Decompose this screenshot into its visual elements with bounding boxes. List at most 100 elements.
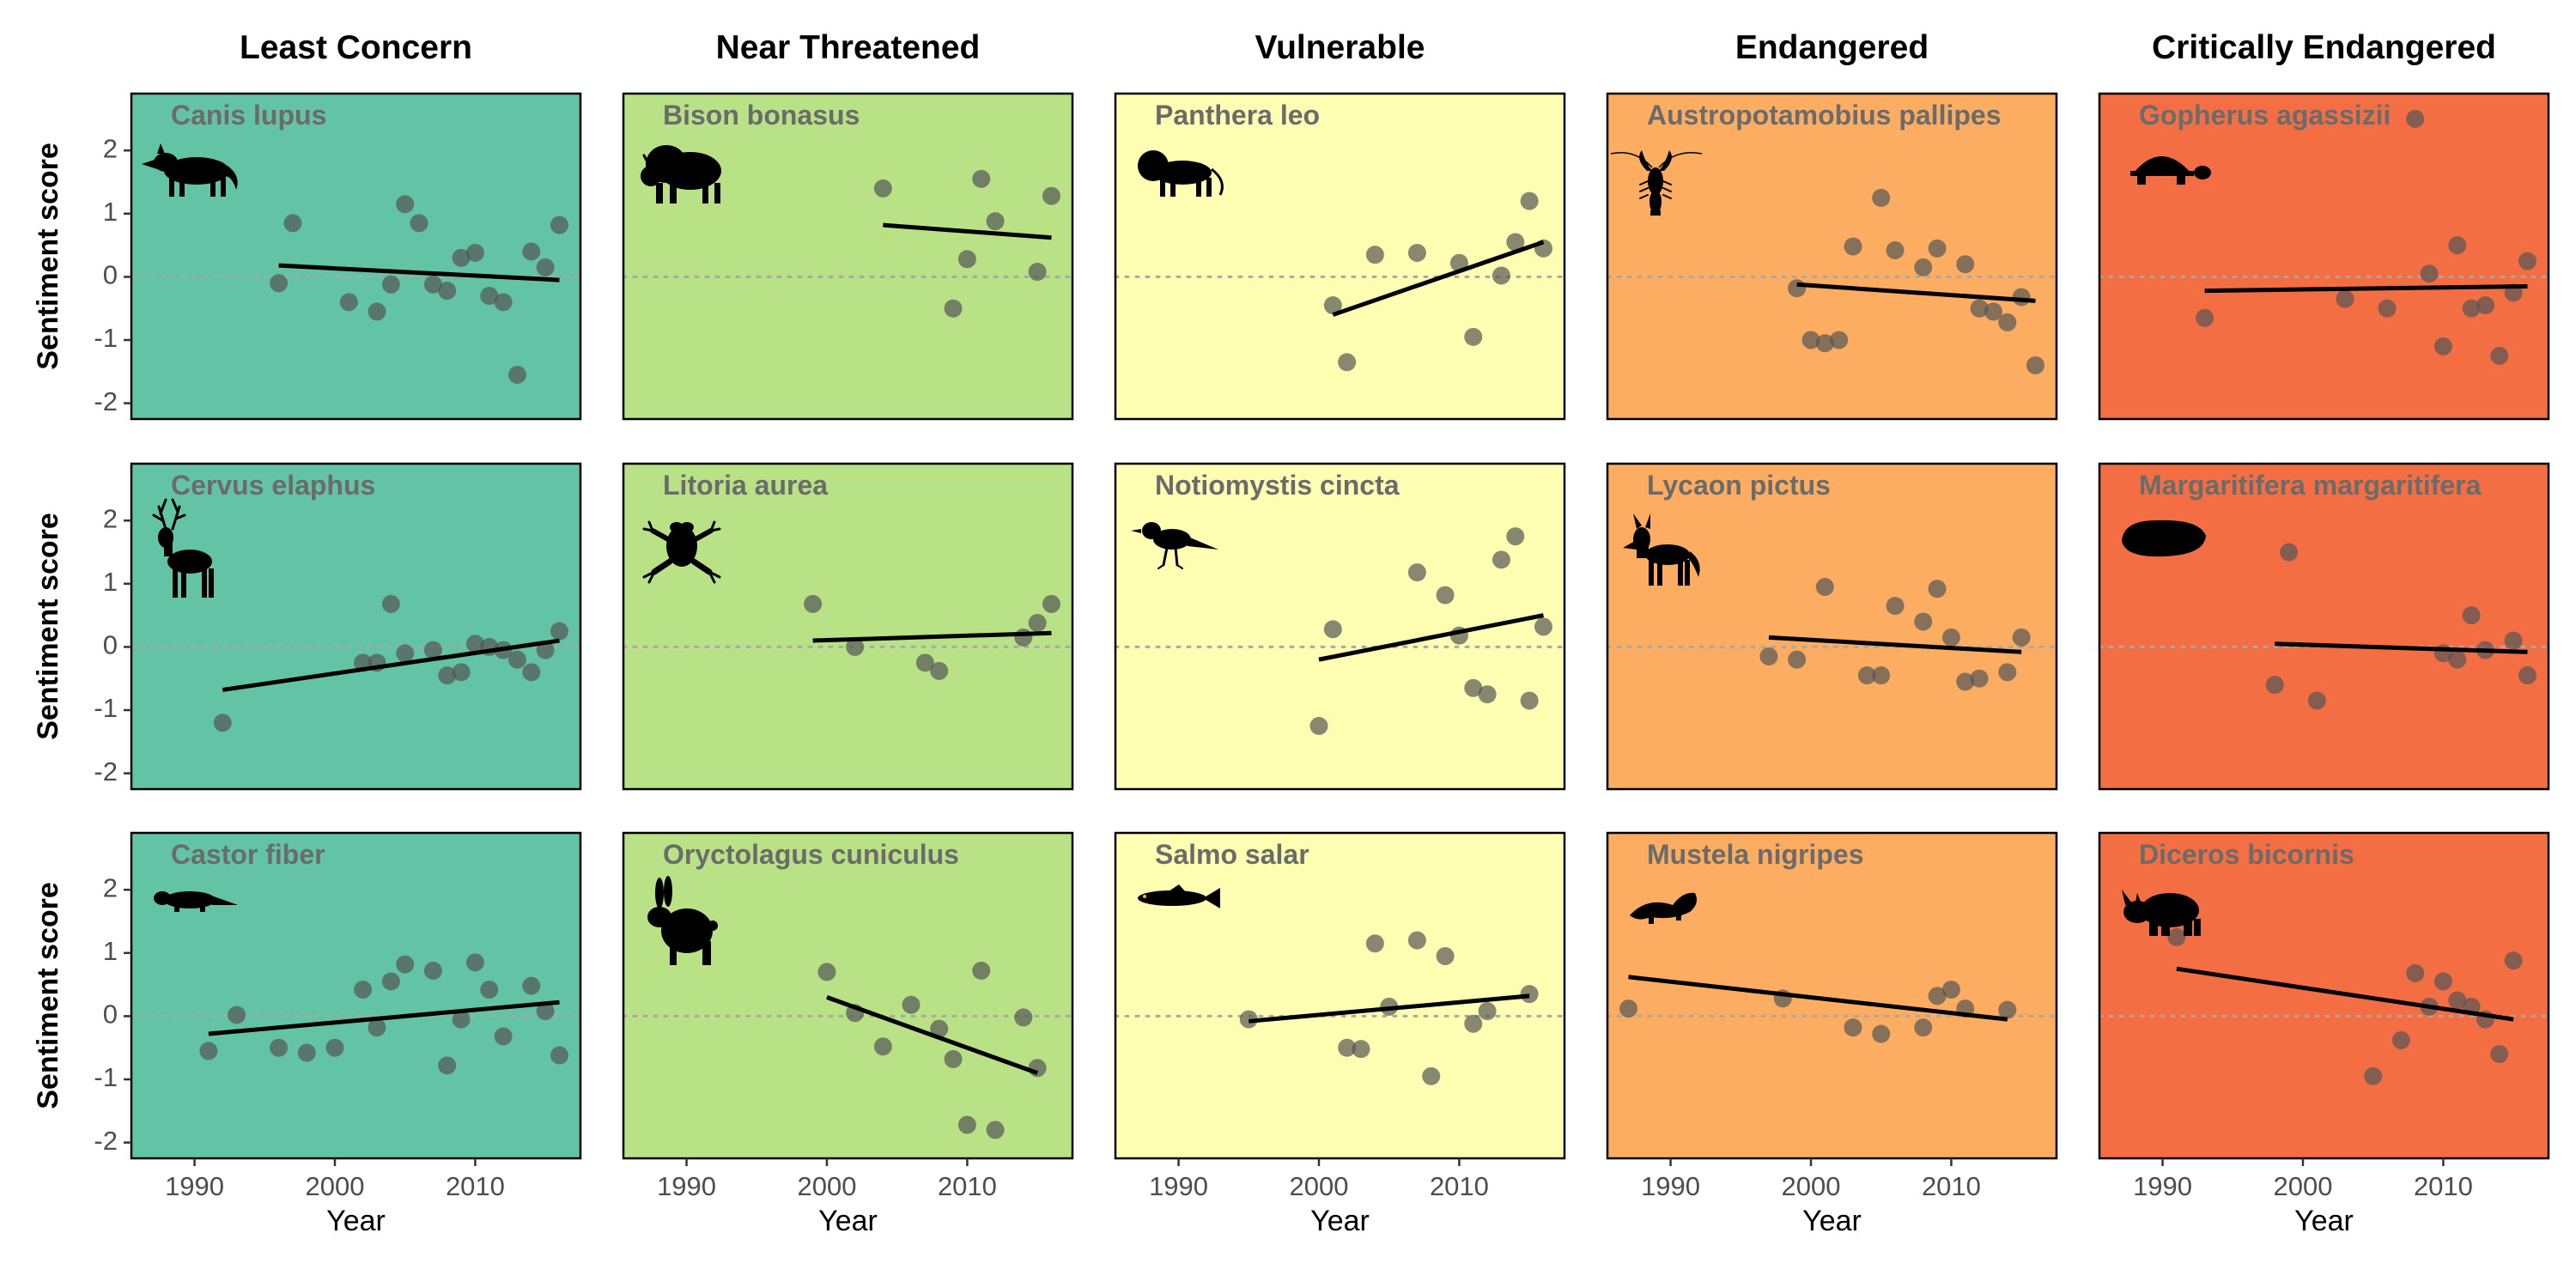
data-point bbox=[1352, 1040, 1370, 1059]
x-tick-label: 2000 bbox=[2274, 1171, 2333, 1201]
icon-shape bbox=[680, 522, 694, 532]
panel-litoria-aurea: Litoria aurea bbox=[622, 462, 1074, 791]
icon-shape bbox=[670, 185, 677, 204]
icon-shape bbox=[670, 945, 677, 965]
panel-lycaon-pictus: Lycaon pictus bbox=[1606, 462, 2058, 791]
panel-frame bbox=[2098, 92, 2550, 421]
data-point bbox=[438, 666, 457, 685]
icon-shape bbox=[202, 568, 207, 598]
icon-shape bbox=[664, 876, 672, 907]
species-label: Canis lupus bbox=[171, 100, 326, 131]
data-point bbox=[2307, 691, 2326, 710]
data-point bbox=[1422, 1066, 1441, 1085]
icon-shape bbox=[1203, 888, 1220, 908]
icon-shape bbox=[655, 878, 664, 908]
wild-dog-icon bbox=[1623, 513, 1700, 586]
data-point bbox=[494, 293, 513, 312]
data-point bbox=[957, 250, 976, 269]
data-point bbox=[1886, 597, 1905, 616]
data-point bbox=[930, 661, 949, 680]
data-point bbox=[1014, 1008, 1033, 1027]
icon-shape bbox=[1648, 167, 1663, 195]
panel-bison-bonasus: Bison bonasus bbox=[622, 92, 1074, 421]
panel-notiomystis-cincta: Notiomystis cincta bbox=[1114, 462, 1566, 791]
data-point bbox=[1464, 1014, 1483, 1033]
icon-shape bbox=[1211, 167, 1224, 196]
panel-margaritifera-margaritifera: Margaritifera margaritifera bbox=[2098, 462, 2550, 791]
species-label: Lycaon pictus bbox=[1647, 470, 1831, 501]
icon-eye bbox=[1143, 895, 1146, 898]
data-point bbox=[2462, 299, 2481, 318]
icon-shape bbox=[1623, 541, 1637, 550]
trend-line bbox=[1318, 613, 1544, 662]
icon-shape bbox=[226, 166, 238, 190]
icon-shape bbox=[173, 568, 178, 598]
data-point bbox=[944, 1049, 963, 1068]
icon-shape bbox=[1170, 178, 1176, 197]
species-label: Diceros bicornis bbox=[2139, 839, 2354, 870]
data-point bbox=[2433, 972, 2452, 991]
data-point bbox=[1028, 1059, 1047, 1078]
beaver-icon bbox=[154, 891, 238, 912]
column-header: Least Concern bbox=[240, 29, 472, 66]
data-point bbox=[452, 663, 471, 682]
data-point bbox=[1928, 580, 1947, 598]
data-point bbox=[452, 248, 471, 267]
data-point bbox=[465, 635, 484, 653]
data-point bbox=[1436, 586, 1455, 605]
icon-shape bbox=[2123, 901, 2151, 923]
y-axis-title: Sentiment score bbox=[32, 882, 64, 1109]
icon-shape bbox=[1186, 536, 1218, 550]
data-point bbox=[270, 1038, 289, 1057]
data-point bbox=[339, 293, 358, 312]
icon-shape bbox=[702, 941, 711, 965]
icon-shape bbox=[152, 513, 164, 522]
icon-shape bbox=[2161, 920, 2170, 936]
icon-shape bbox=[1650, 210, 1661, 216]
data-point bbox=[1815, 578, 1834, 597]
data-point bbox=[2462, 606, 2481, 625]
data-point bbox=[1872, 666, 1891, 685]
trend-line bbox=[2204, 283, 2528, 294]
icon-shape bbox=[2194, 166, 2211, 179]
icon-shape bbox=[650, 528, 671, 542]
data-point bbox=[1028, 263, 1047, 282]
data-point bbox=[1886, 241, 1905, 260]
icon-shape bbox=[647, 520, 654, 532]
x-tick-label: 1990 bbox=[1149, 1171, 1208, 1201]
data-point bbox=[213, 714, 232, 732]
y-tick-label: -1 bbox=[94, 1062, 118, 1092]
y-axis-title: Sentiment score bbox=[32, 143, 64, 370]
data-point bbox=[1492, 266, 1510, 285]
y-tick-label: 2 bbox=[103, 503, 118, 533]
data-point bbox=[381, 594, 400, 613]
data-point bbox=[972, 169, 991, 188]
icon-shape bbox=[1131, 529, 1141, 533]
ferret-icon bbox=[1630, 892, 1697, 924]
data-point bbox=[1914, 258, 1933, 276]
data-point bbox=[381, 972, 400, 991]
icon-shape bbox=[164, 538, 173, 556]
icon-shape bbox=[1659, 150, 1672, 171]
icon-shape bbox=[212, 896, 238, 905]
trend-line bbox=[2176, 966, 2514, 1022]
icon-shape bbox=[642, 154, 649, 164]
data-point bbox=[957, 1115, 976, 1134]
rabbit-icon bbox=[647, 876, 718, 965]
icon-shape bbox=[1649, 190, 1662, 214]
data-point bbox=[2448, 650, 2467, 669]
panel-background bbox=[2099, 94, 2549, 419]
panel-frame bbox=[1606, 92, 2058, 421]
data-point bbox=[944, 299, 963, 318]
trend-line bbox=[826, 994, 1038, 1076]
data-point bbox=[368, 302, 386, 321]
data-point bbox=[438, 282, 457, 301]
icon-shape bbox=[709, 520, 716, 532]
data-point bbox=[1914, 612, 1933, 631]
icon-shape bbox=[1142, 522, 1161, 539]
data-point bbox=[1788, 650, 1807, 669]
data-point bbox=[2433, 337, 2452, 355]
data-point bbox=[1998, 663, 2017, 682]
deer-icon bbox=[152, 498, 214, 598]
frog-icon bbox=[642, 520, 721, 584]
